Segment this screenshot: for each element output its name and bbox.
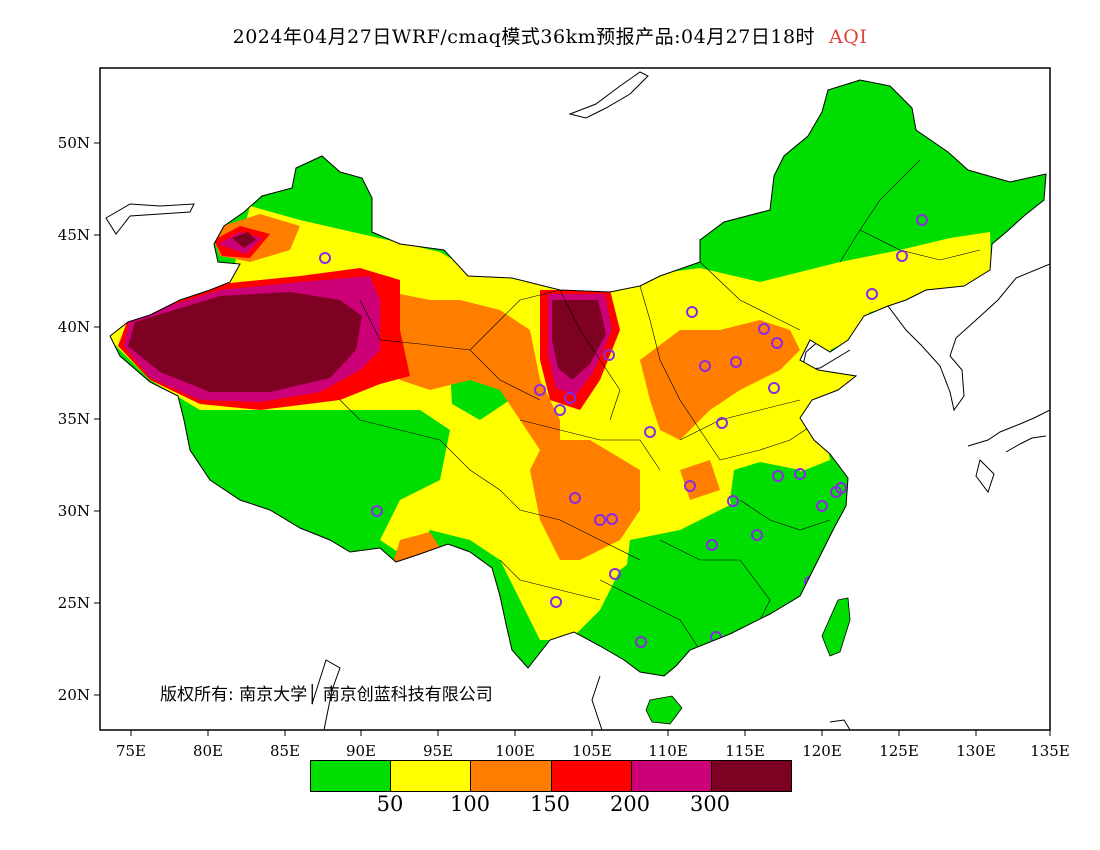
lon-label: 75E — [116, 742, 146, 760]
x-axis-ticks — [130, 730, 1051, 736]
aqi-legend — [310, 760, 792, 792]
lat-label: 25N — [58, 594, 90, 612]
province-borders — [339, 159, 981, 651]
lon-label: 135E — [1030, 742, 1070, 760]
baikal-outline — [568, 71, 649, 119]
legend-colorbar — [310, 760, 792, 792]
aqi-level-orange-patch-southwest — [394, 532, 440, 566]
legend-swatch-unhealthy — [551, 761, 632, 791]
legend-label: 150 — [529, 792, 571, 816]
aqi-level-unhealthy-sensitive-north — [640, 320, 800, 440]
lat-label: 30N — [58, 502, 90, 520]
y-axis-labels: 50N 45N 40N 35N 30N 25N 20N — [58, 134, 90, 704]
legend-label: 300 — [689, 792, 731, 816]
aqi-good-patch-tibet — [190, 414, 370, 520]
china-outline — [109, 79, 1047, 677]
lon-label: 130E — [956, 742, 996, 760]
lat-label: 45N — [58, 226, 90, 244]
lon-label: 85E — [270, 742, 300, 760]
aqi-level-hazardous-taklimakan — [128, 292, 362, 392]
lat-label: 40N — [58, 318, 90, 336]
taiwan-island — [821, 597, 851, 657]
aqi-level-hazardous-ordos — [552, 300, 606, 380]
lon-label: 100E — [495, 742, 535, 760]
southeast-asia-coast — [311, 659, 851, 730]
aqi-good-patch-east — [730, 462, 810, 540]
hainan-island — [645, 695, 683, 725]
map-title: 2024年04月27日WRF/cmaq模式36km预报产品:04月27日18时 A… — [0, 22, 1100, 49]
legend-swatch-moderate — [391, 761, 472, 791]
legend-swatch-very-unhealthy — [631, 761, 712, 791]
legend-swatch-hazardous — [711, 761, 792, 791]
lon-label: 110E — [648, 742, 688, 760]
legend-swatch-good — [311, 761, 392, 791]
lat-label: 20N — [58, 686, 90, 704]
lon-label: 80E — [193, 742, 223, 760]
lon-label: 95E — [423, 742, 453, 760]
lon-label: 125E — [879, 742, 919, 760]
legend-label: 200 — [609, 792, 651, 816]
aqi-level-unhealthy-sensitive-west — [360, 294, 640, 560]
copyright-notice: 版权所有: 南京大学│ 南京创蓝科技有限公司 — [160, 685, 493, 705]
balkhash-outline — [105, 203, 195, 235]
japan-coast — [967, 409, 1050, 494]
legend-labels: 50 100 150 200 300 — [310, 792, 790, 818]
station-markers — [319, 214, 928, 648]
legend-swatch-unhealthy-sensitive — [471, 761, 552, 791]
lon-label: 105E — [572, 742, 612, 760]
lat-label: 50N — [58, 134, 90, 152]
lon-label: 115E — [725, 742, 765, 760]
aqi-level-hazardous-ili — [232, 232, 256, 248]
lat-label: 35N — [58, 410, 90, 428]
y-axis-ticks — [94, 142, 100, 696]
legend-label: 50 — [376, 792, 404, 816]
korea-coast — [887, 263, 1050, 412]
lon-label: 90E — [346, 742, 376, 760]
title-main: 2024年04月27日WRF/cmaq模式36km预报产品:04月27日18时 — [232, 26, 816, 48]
legend-label: 100 — [449, 792, 491, 816]
title-variable: AQI — [829, 26, 868, 48]
lon-label: 120E — [802, 742, 842, 760]
x-axis-labels: 75E 80E 85E 90E 95E 100E 105E 110E 115E … — [116, 742, 1070, 760]
